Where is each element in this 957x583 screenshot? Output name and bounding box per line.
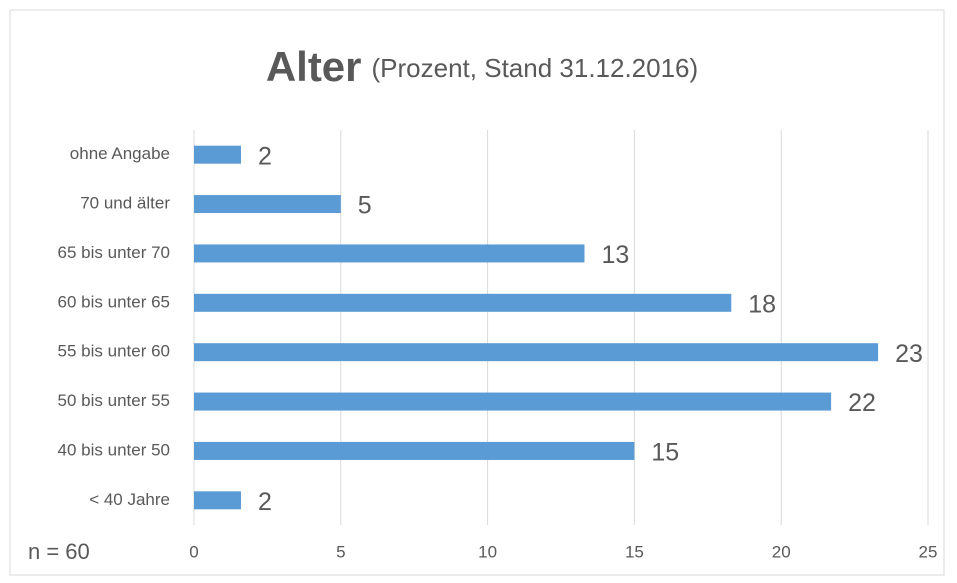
data-label: 13 bbox=[601, 241, 629, 269]
y-tick-label: ohne Angabe bbox=[70, 144, 170, 163]
x-tick-label: 20 bbox=[772, 542, 791, 561]
bar bbox=[194, 441, 635, 460]
y-tick-label: 55 bis unter 60 bbox=[58, 342, 170, 361]
bar bbox=[194, 343, 879, 362]
y-tick-label: 65 bis unter 70 bbox=[58, 243, 170, 262]
y-tick-label: 50 bis unter 55 bbox=[58, 391, 170, 410]
chart-subtitle: (Prozent, Stand 31.12.2016) bbox=[372, 53, 699, 83]
x-tick-label: 15 bbox=[625, 542, 644, 561]
x-tick-label: 5 bbox=[336, 542, 345, 561]
data-label: 2 bbox=[258, 142, 272, 170]
bar bbox=[194, 392, 832, 411]
data-label: 5 bbox=[358, 192, 372, 220]
data-label: 15 bbox=[651, 439, 679, 467]
x-tick-label: 25 bbox=[919, 542, 938, 561]
bar bbox=[194, 145, 241, 164]
y-tick-label: 60 bis unter 65 bbox=[58, 292, 170, 311]
chart-frame bbox=[9, 9, 945, 576]
data-label: 2 bbox=[258, 488, 272, 516]
y-tick-label: < 40 Jahre bbox=[89, 490, 170, 509]
y-tick-label: 70 und älter bbox=[80, 194, 170, 213]
data-label: 22 bbox=[848, 389, 876, 417]
data-label: 18 bbox=[748, 290, 776, 318]
y-tick-label: 40 bis unter 50 bbox=[58, 440, 170, 459]
bar bbox=[194, 195, 341, 214]
bar bbox=[194, 491, 241, 510]
annotation: n = 60 bbox=[28, 539, 90, 564]
bar bbox=[194, 244, 585, 263]
bar bbox=[194, 293, 732, 312]
x-tick-label: 10 bbox=[478, 542, 497, 561]
chart-heading: Alter (Prozent, Stand 31.12.2016) bbox=[266, 43, 698, 90]
data-label: 23 bbox=[895, 340, 923, 368]
chart-title: Alter bbox=[266, 43, 362, 90]
x-tick-label: 0 bbox=[189, 542, 198, 561]
